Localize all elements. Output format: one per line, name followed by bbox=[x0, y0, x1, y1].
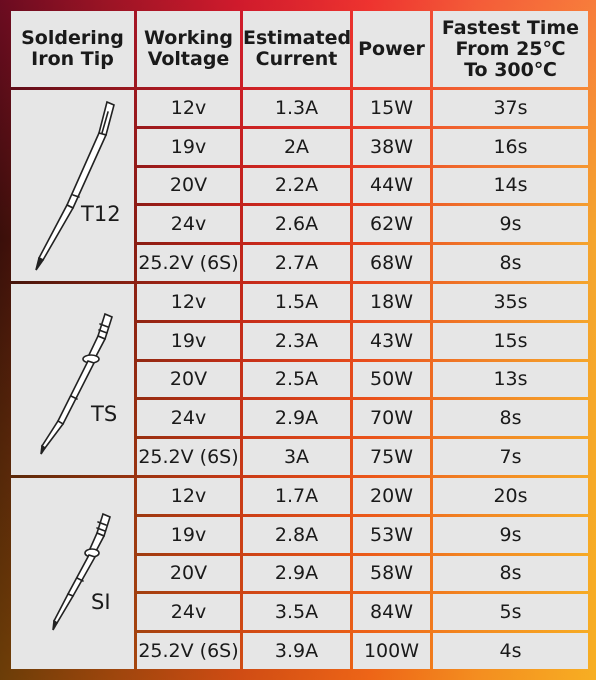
voltage-cell: 20V bbox=[137, 361, 240, 398]
table-row: 19v 2.8A 53W 9s bbox=[11, 516, 588, 553]
time-cell: 7s bbox=[433, 439, 588, 475]
voltage-cell: 20V bbox=[137, 167, 240, 204]
current-cell: 2.3A bbox=[243, 322, 350, 359]
power-cell: 43W bbox=[353, 322, 430, 359]
power-cell: 20W bbox=[353, 477, 430, 514]
time-cell: 14s bbox=[433, 167, 588, 204]
table-row: T12 12v 1.3A 15W 37s bbox=[11, 90, 588, 281]
current-cell: 3.9A bbox=[243, 633, 350, 669]
power-cell: 68W bbox=[353, 245, 430, 281]
power-cell: 62W bbox=[353, 206, 430, 243]
power-cell: 70W bbox=[353, 400, 430, 437]
power-cell: 15W bbox=[353, 90, 430, 126]
voltage-cell: 12v bbox=[137, 90, 240, 126]
time-cell: 35s bbox=[433, 283, 588, 320]
time-cell: 8s bbox=[433, 555, 588, 592]
power-cell: 44W bbox=[353, 167, 430, 204]
voltage-cell: 12v bbox=[137, 283, 240, 320]
power-cell: 18W bbox=[353, 283, 430, 320]
power-cell: 38W bbox=[353, 128, 430, 165]
current-cell: 2.8A bbox=[243, 516, 350, 553]
time-cell: 13s bbox=[433, 361, 588, 398]
tip-name: TS bbox=[91, 401, 118, 426]
power-cell: 100W bbox=[353, 633, 430, 669]
table-row: 24v 3.5A 84W 5s bbox=[11, 594, 588, 631]
voltage-cell: 19v bbox=[137, 516, 240, 553]
current-cell: 2.9A bbox=[243, 400, 350, 437]
time-cell: 8s bbox=[433, 400, 588, 437]
time-cell: 8s bbox=[433, 245, 588, 281]
voltage-cell: 25.2V (6S) bbox=[137, 439, 240, 475]
voltage-cell: 12v bbox=[137, 477, 240, 514]
header-tip: Soldering Iron Tip bbox=[11, 11, 134, 87]
voltage-cell: 19v bbox=[137, 128, 240, 165]
power-cell: 75W bbox=[353, 439, 430, 475]
power-cell: 53W bbox=[353, 516, 430, 553]
tip-cell: TS bbox=[11, 283, 134, 475]
table-row: TS 12v 1.5A 18W 35s bbox=[11, 283, 588, 475]
current-cell: 2.9A bbox=[243, 555, 350, 592]
current-cell: 2.7A bbox=[243, 245, 350, 281]
table-row: 20V 2.5A 50W 13s bbox=[11, 361, 588, 398]
table-row: 19v 2.3A 43W 15s bbox=[11, 322, 588, 359]
time-cell: 9s bbox=[433, 516, 588, 553]
table-row: SI 12v 1.7A 20W 20s bbox=[11, 477, 588, 669]
table-row: 25.2V (6S) 3.9A 100W 4s bbox=[11, 633, 588, 669]
time-cell: 16s bbox=[433, 128, 588, 165]
header-voltage: Working Voltage bbox=[137, 11, 240, 87]
header-row: Soldering Iron Tip Working Voltage Estim… bbox=[11, 11, 588, 87]
voltage-cell: 25.2V (6S) bbox=[137, 633, 240, 669]
current-cell: 2.6A bbox=[243, 206, 350, 243]
power-cell: 50W bbox=[353, 361, 430, 398]
current-cell: 3A bbox=[243, 439, 350, 475]
current-cell: 3.5A bbox=[243, 594, 350, 631]
soldering-tip-table: Soldering Iron Tip Working Voltage Estim… bbox=[8, 8, 591, 672]
table-row: 19v 2A 38W 16s bbox=[11, 128, 588, 165]
time-cell: 37s bbox=[433, 90, 588, 126]
table-row: 24v 2.6A 62W 9s bbox=[11, 206, 588, 243]
power-cell: 58W bbox=[353, 555, 430, 592]
voltage-cell: 19v bbox=[137, 322, 240, 359]
current-cell: 1.7A bbox=[243, 477, 350, 514]
header-power: Power bbox=[353, 11, 430, 87]
header-time: Fastest Time From 25℃ To 300℃ bbox=[433, 11, 588, 87]
time-cell: 15s bbox=[433, 322, 588, 359]
current-cell: 2A bbox=[243, 128, 350, 165]
current-cell: 2.5A bbox=[243, 361, 350, 398]
time-cell: 20s bbox=[433, 477, 588, 514]
tip-cell: T12 bbox=[11, 90, 134, 281]
time-cell: 4s bbox=[433, 633, 588, 669]
current-cell: 2.2A bbox=[243, 167, 350, 204]
table-row: 25.2V (6S) 2.7A 68W 8s bbox=[11, 245, 588, 281]
table-row: 25.2V (6S) 3A 75W 7s bbox=[11, 439, 588, 475]
time-cell: 5s bbox=[433, 594, 588, 631]
power-cell: 84W bbox=[353, 594, 430, 631]
voltage-cell: 24v bbox=[137, 206, 240, 243]
tip-name: T12 bbox=[81, 202, 121, 226]
table-row: 20V 2.9A 58W 8s bbox=[11, 555, 588, 592]
current-cell: 1.5A bbox=[243, 283, 350, 320]
voltage-cell: 24v bbox=[137, 400, 240, 437]
voltage-cell: 24v bbox=[137, 594, 240, 631]
header-current: Estimated Current bbox=[243, 11, 351, 87]
table-row: 24v 2.9A 70W 8s bbox=[11, 400, 588, 437]
tip-cell: SI bbox=[11, 477, 134, 669]
table-row: 20V 2.2A 44W 14s bbox=[11, 167, 588, 204]
tip-name: SI bbox=[91, 589, 111, 614]
current-cell: 1.3A bbox=[243, 90, 350, 126]
voltage-cell: 25.2V (6S) bbox=[137, 245, 240, 281]
time-cell: 9s bbox=[433, 206, 588, 243]
voltage-cell: 20V bbox=[137, 555, 240, 592]
